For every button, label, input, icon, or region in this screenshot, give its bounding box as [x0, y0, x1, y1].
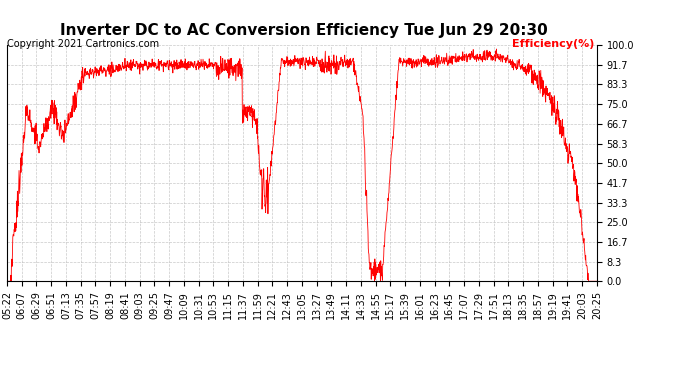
- Text: Copyright 2021 Cartronics.com: Copyright 2021 Cartronics.com: [7, 39, 159, 50]
- Text: Efficiency(%): Efficiency(%): [513, 39, 595, 50]
- Text: Inverter DC to AC Conversion Efficiency Tue Jun 29 20:30: Inverter DC to AC Conversion Efficiency …: [60, 22, 547, 38]
